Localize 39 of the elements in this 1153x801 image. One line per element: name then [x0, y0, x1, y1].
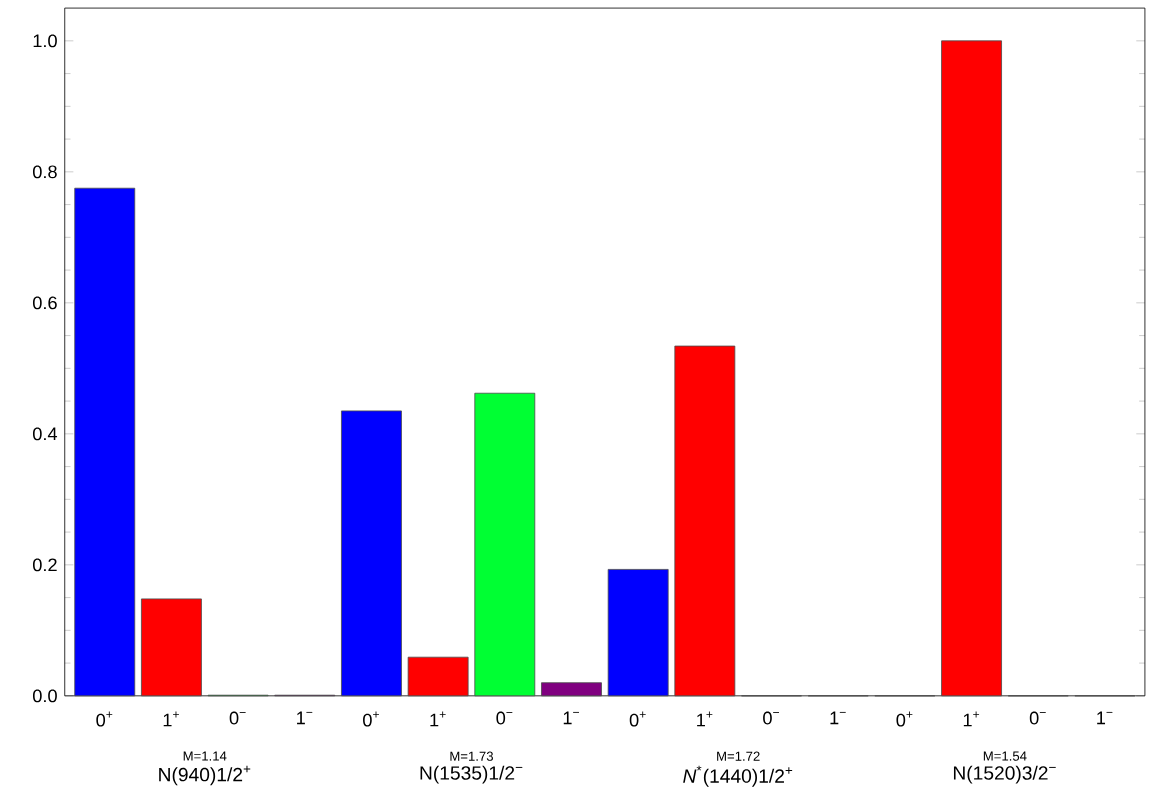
bar — [341, 410, 402, 697]
text: M=1.14 — [183, 751, 227, 761]
y-tick-label: 0.8 — [32, 165, 57, 179]
y-tick-label: 0.2 — [32, 558, 57, 572]
text: N(940)1/2$^{+}$ — [159, 765, 251, 786]
text: M=1.54 — [983, 751, 1027, 761]
x-tick-label: 1$^{+}$ — [430, 711, 446, 727]
x-tick-label: 1$^{−}$ — [563, 711, 579, 725]
x-tick-label: 0$^{+}$ — [896, 711, 913, 727]
bar — [74, 187, 136, 697]
x-tick-label: 0$^{−}$ — [229, 711, 246, 725]
x-tick-label: 0$^{−}$ — [496, 711, 513, 725]
x-tick-label: 1$^{−}$ — [297, 711, 313, 725]
text: M=1.73 — [450, 751, 493, 761]
x-tick-label: 0$^{+}$ — [629, 711, 646, 727]
y-tick-label: 1.0 — [33, 34, 57, 48]
text: M=1.72 — [717, 751, 760, 761]
x-tick-label: 1$^{+}$ — [163, 711, 179, 727]
text: N$^{*}$(1440)1/2$^{+}$ — [683, 765, 793, 787]
bar — [407, 656, 469, 697]
x-tick-label: 0$^{−}$ — [1029, 711, 1046, 725]
y-tick-label: 0.0 — [32, 689, 57, 703]
y-tick-label: 0.4 — [32, 427, 58, 441]
x-tick-label: 1$^{−}$ — [1097, 711, 1113, 725]
text: N(1535)1/2$^{−}$ — [420, 765, 523, 784]
bar — [541, 682, 602, 697]
bar — [674, 345, 736, 697]
bar — [941, 40, 1002, 697]
x-tick-label: 0$^{−}$ — [763, 711, 780, 725]
text: N(1520)3/2$^{−}$ — [953, 765, 1056, 784]
x-tick-label: 1$^{+}$ — [963, 711, 980, 727]
bar — [607, 569, 669, 697]
x-tick-label: 1$^{−}$ — [830, 711, 846, 725]
y-tick-label: 0.6 — [32, 296, 57, 310]
x-tick-label: 1$^{+}$ — [697, 711, 713, 727]
bar — [141, 598, 202, 697]
x-tick-label: 0$^{+}$ — [363, 711, 379, 727]
bar — [474, 392, 536, 697]
x-tick-label: 0$^{+}$ — [96, 711, 113, 727]
